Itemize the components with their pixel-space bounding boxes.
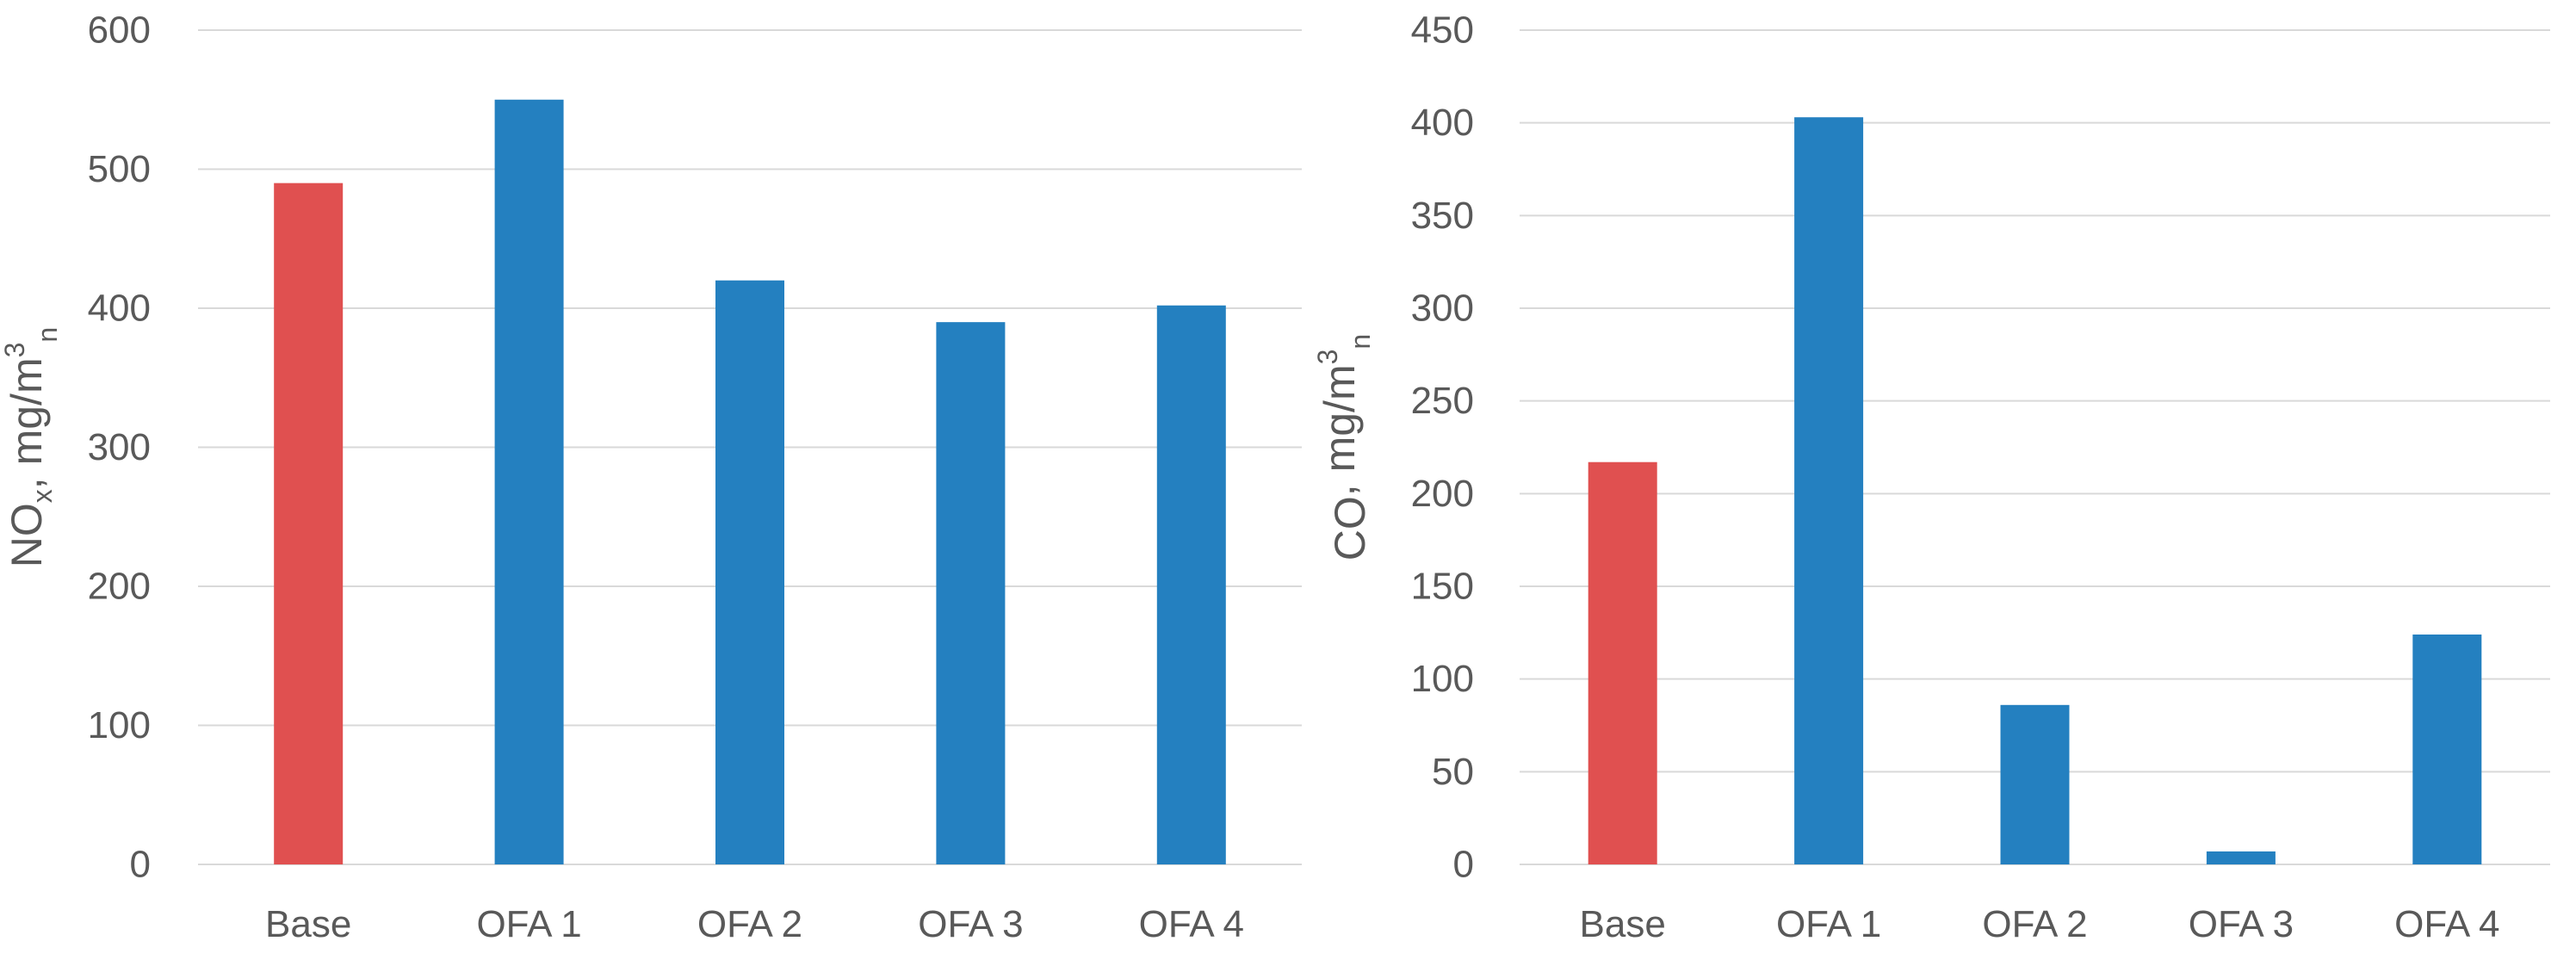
nox-y-axis-title-sub: x bbox=[27, 489, 58, 503]
co-y-axis-title-main: CO bbox=[1326, 496, 1374, 560]
nox-y-axis-title-sup: 3 bbox=[0, 343, 30, 358]
co-bar-ofa-3 bbox=[2206, 851, 2276, 864]
nox-y-tick-label: 100 bbox=[88, 704, 151, 746]
co-y-tick-label: 100 bbox=[1411, 658, 1474, 700]
co-y-tick-label: 150 bbox=[1411, 566, 1474, 608]
co-y-axis-title-sup: 3 bbox=[1312, 350, 1343, 365]
nox-y-tick-label: 0 bbox=[130, 844, 151, 886]
nox-bar-base bbox=[274, 183, 344, 864]
nox-bar-ofa-2 bbox=[715, 280, 784, 864]
nox-y-axis-title-rest: , mg/m bbox=[3, 357, 51, 489]
nox-y-tick-label: 200 bbox=[88, 566, 151, 608]
co-y-tick-label: 300 bbox=[1411, 288, 1474, 330]
co-category-label: OFA 1 bbox=[1776, 903, 1881, 945]
nox-y-axis-title: NOx, mg/m3n bbox=[0, 327, 63, 567]
co-y-axis-title-rest: , mg/m bbox=[1316, 364, 1364, 496]
co-chart: 0 50 100 150 200 250 300 350 400 450 Base OFA 1 OFA … bbox=[1312, 9, 2550, 945]
nox-category-label: OFA 4 bbox=[1139, 903, 1244, 945]
nox-y-tick-label: 300 bbox=[88, 426, 151, 468]
co-y-tick-label: 250 bbox=[1411, 380, 1474, 422]
co-category-label: OFA 4 bbox=[2394, 903, 2499, 945]
nox-bar-ofa-1 bbox=[494, 99, 564, 864]
nox-y-axis-title-sub2: n bbox=[32, 327, 63, 343]
co-y-tick-label: 200 bbox=[1411, 473, 1474, 515]
nox-y-tick-label: 400 bbox=[88, 288, 151, 330]
nox-y-tick-label: 600 bbox=[88, 9, 151, 52]
co-y-axis-title: CO, mg/m3n bbox=[1312, 334, 1376, 560]
co-y-tick-label: 350 bbox=[1411, 195, 1474, 237]
nox-bar-ofa-4 bbox=[1156, 305, 1226, 864]
co-category-label: Base bbox=[1580, 903, 1666, 945]
co-bar-ofa-1 bbox=[1794, 117, 1864, 864]
nox-category-label: OFA 2 bbox=[697, 903, 802, 945]
nox-y-axis-title-main: NO bbox=[3, 503, 51, 567]
nox-category-label: Base bbox=[265, 903, 351, 945]
nox-chart: 0 100 200 300 400 500 600 Base OFA 1 OFA 2 OFA 3 OF… bbox=[0, 9, 1302, 945]
co-bar-ofa-2 bbox=[2000, 704, 2070, 864]
nox-y-tick-label: 500 bbox=[88, 148, 151, 190]
co-y-axis-title-sub2: n bbox=[1345, 334, 1376, 350]
nox-category-label: OFA 3 bbox=[918, 903, 1023, 945]
co-category-label: OFA 2 bbox=[1982, 903, 2087, 945]
co-y-tick-label: 400 bbox=[1411, 102, 1474, 144]
co-y-tick-label: 0 bbox=[1453, 844, 1474, 886]
co-y-tick-label: 50 bbox=[1432, 751, 1474, 793]
nox-category-label: OFA 1 bbox=[476, 903, 581, 945]
co-bar-base bbox=[1588, 461, 1657, 864]
co-category-label: OFA 3 bbox=[2189, 903, 2294, 945]
co-bar-ofa-4 bbox=[2412, 634, 2482, 864]
co-y-tick-label: 450 bbox=[1411, 9, 1474, 52]
nox-bar-ofa-3 bbox=[936, 322, 1006, 864]
